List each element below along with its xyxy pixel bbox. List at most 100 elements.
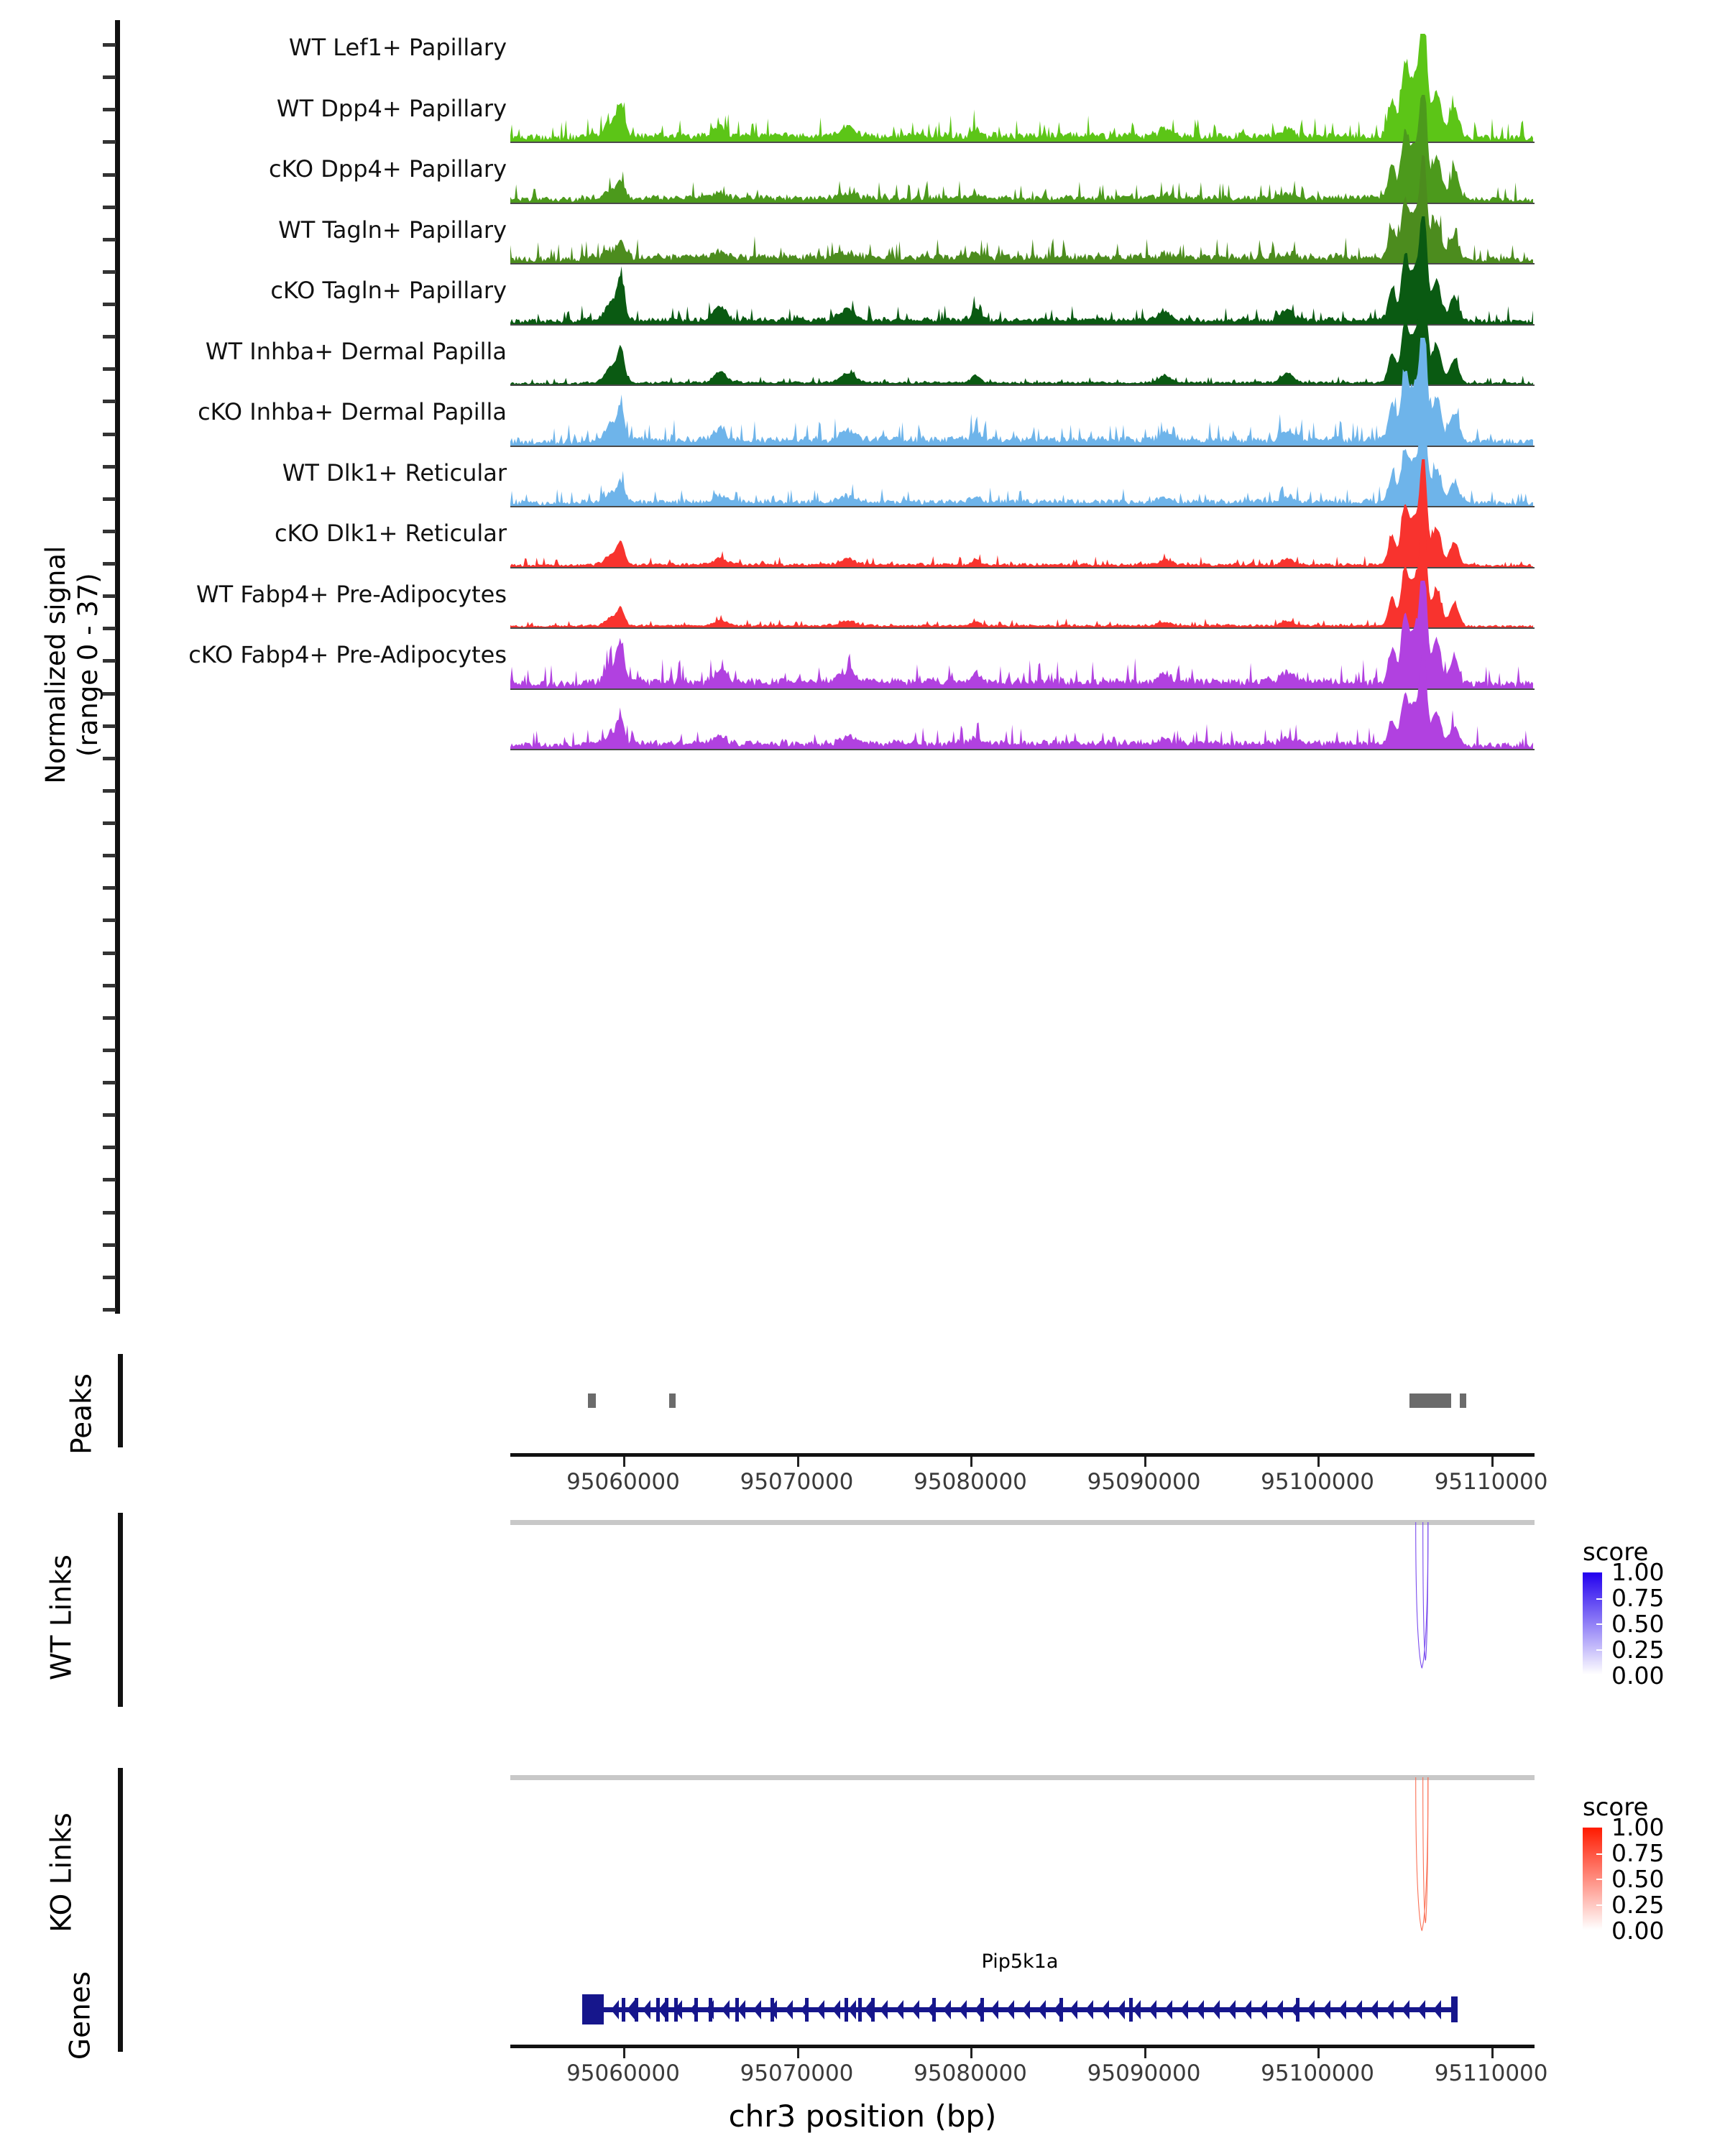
peak-region[interactable] — [1409, 1393, 1451, 1408]
x-axis-tick — [1144, 2048, 1146, 2058]
x-axis-tick-label: 95090000 — [1087, 2060, 1201, 2086]
ko-links-legend: score 1.00 0.75 0.50 0.25 0.00 — [1583, 1793, 1664, 1944]
wt-links-section-label: WT Links — [45, 1554, 78, 1680]
gene-exon — [665, 1998, 669, 2022]
coverage-track-label: WT Tagln+ Papillary — [278, 216, 507, 244]
coverage-y-tick — [103, 1275, 116, 1279]
link-arc[interactable] — [1416, 1522, 1428, 1668]
coverage-y-tick — [103, 237, 116, 241]
x-axis-tick-label: 95110000 — [1434, 1469, 1548, 1495]
link-arc[interactable] — [1416, 1777, 1428, 1930]
coverage-track-baseline — [510, 749, 1535, 750]
coverage-y-tick — [103, 788, 116, 793]
coverage-track-label: cKO Inhba+ Dermal Papilla — [198, 398, 507, 425]
coverage-track-signal — [510, 34, 1535, 142]
legend-value: 0.00 — [1611, 1917, 1665, 1945]
coverage-track-signal — [510, 94, 1535, 203]
gene-body — [581, 2007, 1458, 2012]
gene-name-label: Pip5k1a — [981, 1950, 1059, 1973]
coverage-track-signal — [510, 459, 1535, 567]
coverage-y-tick — [103, 691, 116, 696]
coverage-y-tick — [103, 1015, 116, 1020]
x-axis-tick-label: 95080000 — [914, 2060, 1027, 2086]
genes-section-label: Genes — [64, 1971, 97, 2060]
link-arc[interactable] — [1423, 1522, 1428, 1660]
peak-region[interactable] — [588, 1393, 596, 1408]
coverage-track-baseline — [510, 142, 1535, 143]
ko-links-arcs — [510, 1777, 1535, 1964]
x-axis-tick — [970, 2048, 973, 2058]
coverage-y-tick — [103, 172, 116, 177]
link-arc[interactable] — [1423, 1777, 1428, 1923]
ko-legend-title: score — [1583, 1793, 1649, 1822]
legend-value: 1.00 — [1611, 1813, 1665, 1841]
coverage-track-signal — [510, 277, 1535, 384]
wt-links-legend: score 1.00 0.75 0.50 0.25 0.00 — [1583, 1538, 1664, 1689]
coverage-track-label: WT Dpp4+ Papillary — [276, 94, 507, 122]
x-axis-tick — [796, 1457, 799, 1467]
coverage-y-tick — [103, 1178, 116, 1182]
coverage-y-tick — [103, 497, 116, 501]
legend-value: 0.50 — [1611, 1865, 1665, 1893]
peaks-section-label: Peaks — [65, 1373, 98, 1455]
peaks-axis-line — [118, 1354, 123, 1447]
x-axis-tick — [970, 1457, 973, 1467]
ko-legend-values: 1.00 0.75 0.50 0.25 0.00 — [1611, 1815, 1664, 1944]
wt-links-axis-line — [118, 1513, 123, 1707]
peak-region[interactable] — [1459, 1393, 1466, 1408]
coverage-y-tick — [103, 886, 116, 890]
coverage-y-tick — [103, 1308, 116, 1312]
genes-axis-line — [118, 1955, 123, 2052]
coverage-y-tick — [103, 1048, 116, 1052]
coverage-track-baseline — [510, 688, 1535, 690]
coverage-y-tick — [103, 951, 116, 955]
coverage-track: cKO Dpp4+ Papillary — [0, 155, 1725, 277]
legend-tick — [1596, 1623, 1604, 1625]
legend-value: 1.00 — [1611, 1558, 1665, 1586]
coverage-y-tick — [103, 432, 116, 436]
peak-region[interactable] — [668, 1393, 676, 1408]
legend-value: 0.75 — [1611, 1584, 1665, 1612]
coverage-track: WT Dlk1+ Reticular — [0, 459, 1725, 581]
legend-tick — [1596, 1904, 1604, 1906]
gene-exon — [735, 1998, 739, 2022]
coverage-y-tick — [103, 529, 116, 533]
coverage-track: cKO Inhba+ Dermal Papilla — [0, 398, 1725, 520]
legend-tick — [1596, 1598, 1604, 1600]
coverage-y-tick — [103, 1146, 116, 1150]
coverage-y-tick — [103, 983, 116, 987]
x-axis-tick — [796, 2048, 799, 2058]
x-axis-title: chr3 position (bp) — [728, 2099, 997, 2134]
coverage-y-tick — [103, 756, 116, 760]
coverage-track-label: WT Fabp4+ Pre-Adipocytes — [196, 580, 507, 608]
coverage-track-label: cKO Dlk1+ Reticular — [274, 520, 507, 547]
legend-value: 0.00 — [1611, 1662, 1665, 1690]
legend-tick — [1596, 1853, 1604, 1855]
ko-links-baseline — [510, 1775, 1535, 1780]
coverage-y-tick — [103, 562, 116, 566]
wt-legend-title: score — [1583, 1538, 1649, 1567]
coverage-track-label: cKO Fabp4+ Pre-Adipocytes — [188, 641, 507, 668]
coverage-track: cKO Fabp4+ Pre-Adipocytes — [0, 641, 1725, 763]
x-axis-tick-label: 95060000 — [566, 1469, 680, 1495]
coverage-track-baseline — [510, 384, 1535, 386]
legend-value: 0.25 — [1611, 1636, 1665, 1664]
gene-exon — [857, 1998, 862, 2022]
coverage-y-tick — [103, 594, 116, 599]
coverage-y-tick — [103, 1243, 116, 1247]
x-axis-tick-label: 95110000 — [1434, 2060, 1548, 2086]
legend-tick — [1596, 1879, 1604, 1880]
coverage-track-baseline — [510, 323, 1535, 326]
coverage-track-label: WT Lef1+ Papillary — [288, 34, 507, 61]
coverage-track: cKO Dlk1+ Reticular — [0, 520, 1725, 642]
coverage-track-label: cKO Dpp4+ Papillary — [269, 155, 507, 183]
coverage-y-tick — [103, 303, 116, 307]
coverage-y-tick — [103, 367, 116, 372]
x-axis-tick — [622, 2048, 625, 2058]
coverage-track-baseline — [510, 445, 1535, 447]
coverage-track-baseline — [510, 506, 1535, 507]
coverage-y-tick — [103, 75, 116, 80]
x-axis-tick-label: 95060000 — [566, 2060, 680, 2086]
coverage-y-tick — [103, 1081, 116, 1085]
